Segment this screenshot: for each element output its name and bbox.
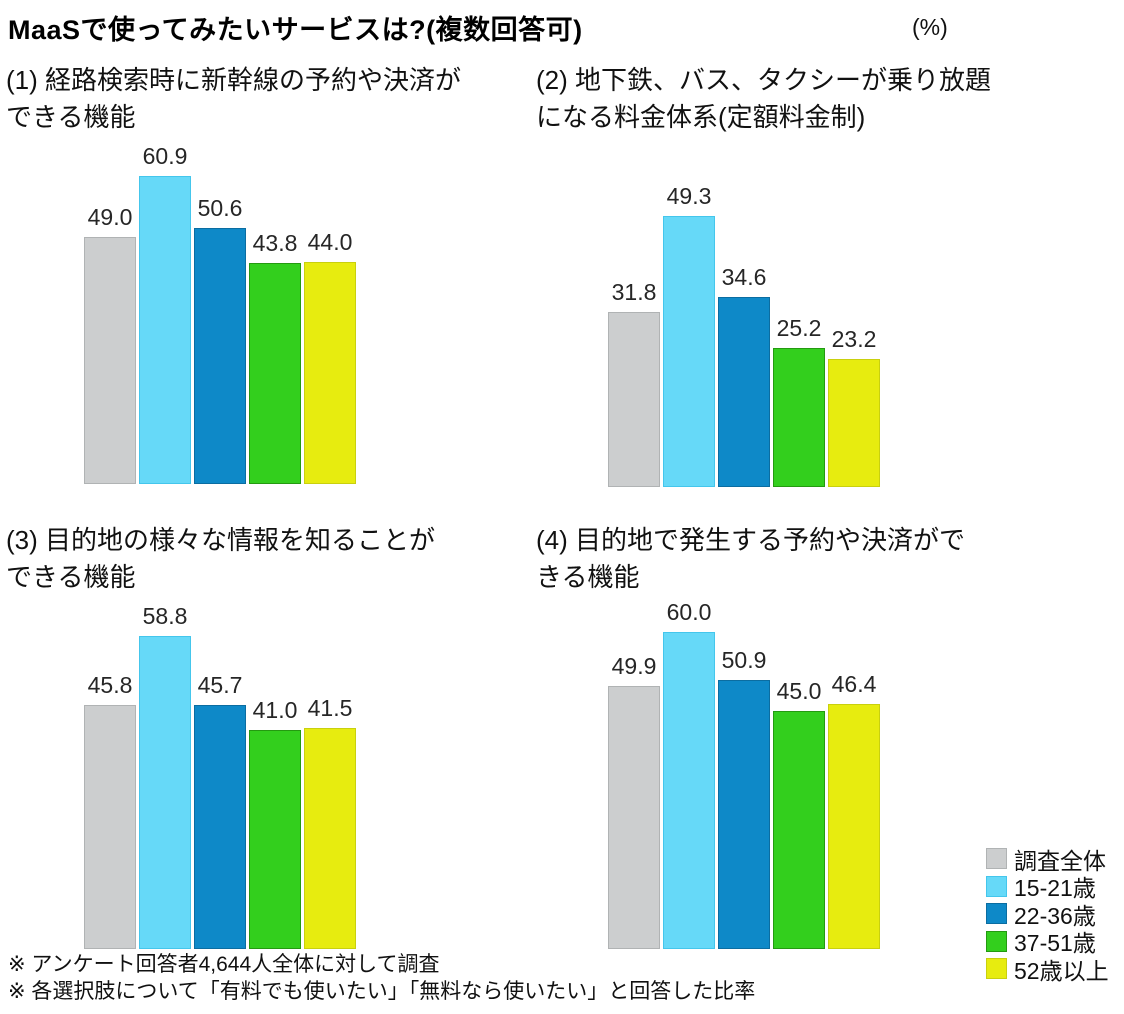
bar-value-label: 60.9 <box>142 143 188 169</box>
legend-swatch-icon <box>986 875 1007 897</box>
bar: 58.8 <box>139 603 191 949</box>
legend-label: 15-21歳 <box>1014 875 1096 902</box>
bar-value-label: 23.2 <box>831 326 877 352</box>
bar-value-label: 60.0 <box>666 599 712 625</box>
bar: 46.4 <box>828 671 880 949</box>
legend-swatch-icon <box>986 848 1007 870</box>
bar-value-label: 49.0 <box>87 204 133 230</box>
bar-value-label: 44.0 <box>307 229 353 255</box>
bar: 41.0 <box>249 697 301 949</box>
chart-4-title: (4) 目的地で発生する予約や決済がで きる機能 <box>536 525 966 592</box>
legend-label: 22-36歳 <box>1014 902 1096 929</box>
unit-percent-label: (%) <box>912 14 948 40</box>
bar-value-label: 31.8 <box>611 279 657 305</box>
bar-value-label: 45.7 <box>197 672 243 698</box>
legend-item: 52歳以上 <box>986 955 1109 984</box>
bar: 34.6 <box>718 264 770 487</box>
bar-value-label: 34.6 <box>721 264 767 290</box>
bar-value-label: 41.5 <box>307 695 353 721</box>
chart-2-plot: 31.8 49.3 34.6 25.2 23.2 <box>608 127 880 487</box>
legend-label: 調査全体 <box>1014 847 1106 874</box>
chart-4-plot: 49.9 60.0 50.9 45.0 46.4 <box>608 589 880 949</box>
bar-value-label: 45.0 <box>776 678 822 704</box>
footnotes: ※ アンケート回答者4,644人全体に対して調査 ※ 各選択肢について「有料でも… <box>8 951 755 1005</box>
bar-value-label: 58.8 <box>142 603 188 629</box>
chart-3-plot: 45.8 58.8 45.7 41.0 41.5 <box>84 589 356 949</box>
bar-value-label: 49.3 <box>666 183 712 209</box>
bar: 25.2 <box>773 315 825 487</box>
legend-label: 52歳以上 <box>1014 957 1109 984</box>
bar: 45.7 <box>194 672 246 949</box>
bar: 49.0 <box>84 204 136 484</box>
bar-value-label: 46.4 <box>831 671 877 697</box>
bar: 60.9 <box>139 143 191 484</box>
chart-3-title: (3) 目的地の様々な情報を知ることが できる機能 <box>6 525 436 592</box>
page-title: MaaSで使ってみたいサービスは?(複数回答可) <box>8 15 583 45</box>
legend-swatch-icon <box>986 958 1007 980</box>
bar-value-label: 45.8 <box>87 672 133 698</box>
legend-item: 22-36歳 <box>986 900 1109 929</box>
bar: 49.3 <box>663 183 715 487</box>
footnote-line: ※ アンケート回答者4,644人全体に対して調査 <box>8 953 440 976</box>
legend-item: 15-21歳 <box>986 873 1109 901</box>
bar-value-label: 50.6 <box>197 195 243 221</box>
bar: 41.5 <box>304 695 356 949</box>
chart-2-title: (2) 地下鉄、バス、タクシーが乗り放題 になる料金体系(定額料金制) <box>536 65 992 132</box>
bar: 23.2 <box>828 326 880 487</box>
bar: 31.8 <box>608 279 660 487</box>
chart-1-plot: 49.0 60.9 50.6 43.8 44.0 <box>84 124 356 484</box>
legend-item: 調査全体 <box>986 845 1109 874</box>
bar: 45.8 <box>84 672 136 949</box>
legend-swatch-icon <box>986 903 1007 925</box>
bar-value-label: 43.8 <box>252 230 298 256</box>
bar: 49.9 <box>608 653 660 949</box>
bar-value-label: 25.2 <box>776 315 822 341</box>
legend-item: 37-51歳 <box>986 928 1109 956</box>
bar: 60.0 <box>663 599 715 949</box>
bar-value-label: 41.0 <box>252 697 298 723</box>
bar-value-label: 50.9 <box>721 647 767 673</box>
bar: 43.8 <box>249 230 301 484</box>
bar: 45.0 <box>773 678 825 949</box>
footnote-line: ※ 各選択肢について「有料でも使いたい」「無料なら使いたい」と回答した比率 <box>8 980 756 1003</box>
bar: 50.9 <box>718 647 770 949</box>
chart-1-title: (1) 経路検索時に新幹線の予約や決済が できる機能 <box>6 65 462 132</box>
legend-label: 37-51歳 <box>1014 930 1096 957</box>
bar: 44.0 <box>304 229 356 484</box>
bar: 50.6 <box>194 195 246 484</box>
legend: 調査全体 15-21歳 22-36歳 37-51歳 52歳以上 <box>986 845 1109 984</box>
legend-swatch-icon <box>986 930 1007 952</box>
bar-value-label: 49.9 <box>611 653 657 679</box>
